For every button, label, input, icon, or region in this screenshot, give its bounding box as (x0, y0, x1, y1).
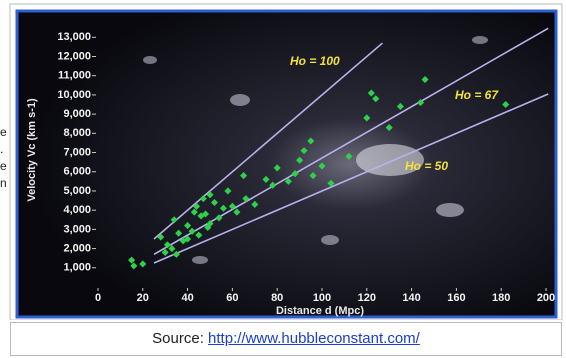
y-tick-label: 10,000 (57, 89, 91, 101)
y-axis-label: Velocity Vc (km s-1) (26, 98, 38, 202)
x-tick-label: 100 (313, 292, 331, 304)
x-tick-label: 20 (137, 292, 149, 304)
x-tick-label: 160 (447, 292, 465, 304)
page: e.en 1,0002,0003,0004,0005,0006,0007,000… (0, 0, 566, 358)
caption: Source: http://www.hubbleconstant.com/ (10, 322, 562, 356)
y-tick-label: 8,000 (63, 127, 91, 139)
y-tick-label: 1,000 (63, 262, 91, 274)
line-label: Ho = 100 (290, 54, 340, 68)
y-tick-label: 4,000 (63, 204, 91, 216)
x-tick-label: 60 (226, 292, 238, 304)
y-tick-label: 9,000 (63, 108, 91, 120)
line-label: Ho = 50 (405, 159, 448, 173)
x-tick-label: 120 (358, 292, 376, 304)
y-tick-label: 5,000 (63, 185, 91, 197)
y-tick-label: 11,000 (58, 70, 91, 82)
x-tick-label: 0 (95, 292, 101, 304)
chart: 1,000 2,000 3,000 4,000 5,000 6,000 7,000 8,000… (0, 0, 566, 320)
x-tick-label: 200 (537, 292, 555, 304)
y-tick-label: 7,000 (63, 146, 91, 158)
x-tick-label: 140 (402, 292, 420, 304)
line-label: Ho = 67 (455, 88, 499, 102)
source-link[interactable]: http://www.hubbleconstant.com/ (208, 330, 420, 347)
x-tick-label: 180 (492, 292, 510, 304)
x-tick-label: 80 (271, 292, 283, 304)
y-tick-label: 12,000 (57, 50, 91, 62)
y-tick-label: 13,000 (57, 31, 91, 43)
panel (17, 11, 556, 317)
x-tick-label: 40 (181, 292, 193, 304)
x-axis-label: Distance d (Mpc) (276, 305, 364, 317)
y-tick-label: 3,000 (63, 223, 91, 235)
y-tick-label: 2,000 (63, 242, 91, 254)
caption-label: Source: (152, 330, 204, 347)
y-tick-label: 6,000 (63, 166, 91, 178)
